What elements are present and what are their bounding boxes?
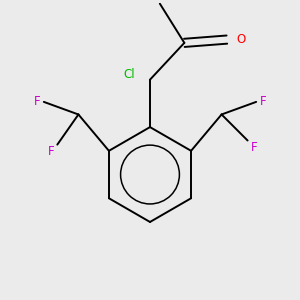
Text: F: F — [260, 94, 266, 108]
Text: F: F — [251, 141, 257, 154]
Text: Cl: Cl — [124, 68, 135, 81]
Text: F: F — [47, 146, 54, 158]
Text: O: O — [237, 33, 246, 46]
Text: F: F — [34, 94, 40, 108]
